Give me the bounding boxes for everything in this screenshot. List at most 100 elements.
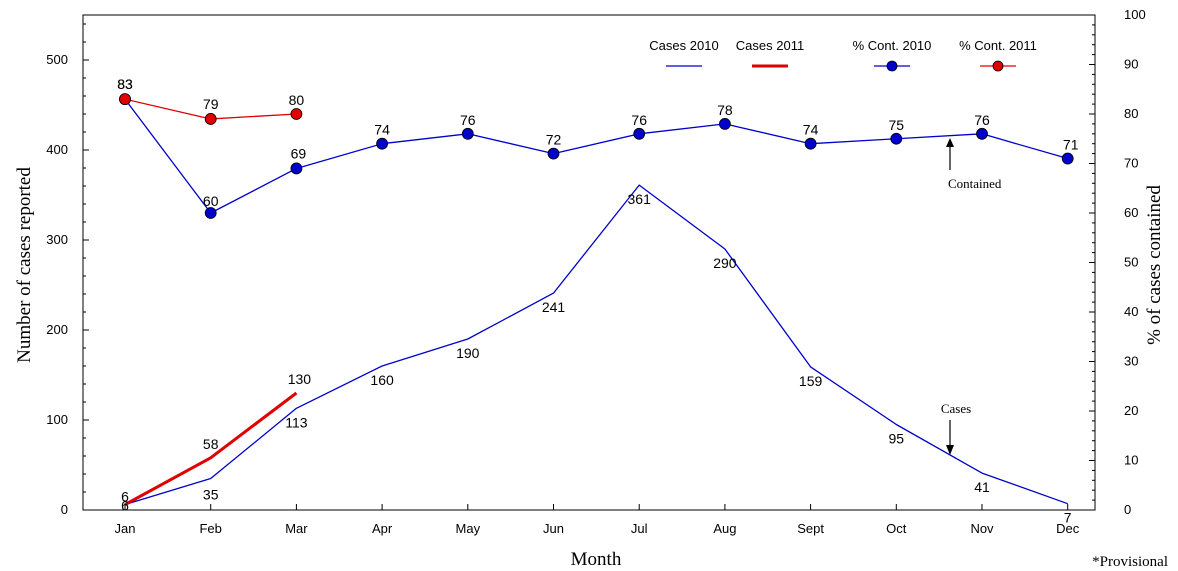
legend-swatch-marker xyxy=(886,60,898,72)
series-point--cont-2011 xyxy=(119,93,131,106)
series-point--cont-2010 xyxy=(204,207,217,219)
legend: Cases 2010 Cases 2011 % Cont. 2010 % Cont. … xyxy=(649,38,1037,72)
series-point--cont-2010 xyxy=(376,137,389,150)
data-label-cases-2011: 58 xyxy=(203,436,219,452)
right-tick-label: 90 xyxy=(1124,57,1138,72)
data-label-cont-2010: 76 xyxy=(631,112,647,128)
x-tick-label: Nov xyxy=(970,521,994,536)
right-tick-label: 10 xyxy=(1124,453,1138,468)
data-label-cases-2010: 35 xyxy=(203,487,219,503)
footnote: *Provisional xyxy=(1092,554,1168,570)
right-tick-label: 50 xyxy=(1124,255,1138,270)
series-point--cont-2011 xyxy=(204,113,217,125)
left-axis-ticks: 0 100 200 300 400 500 xyxy=(46,23,89,517)
x-tick-label: Mar xyxy=(285,521,308,536)
data-label-cont-2010: 78 xyxy=(717,102,733,118)
data-label-cases-2010: 290 xyxy=(713,255,737,271)
left-tick-label: 100 xyxy=(46,412,68,427)
legend-label: Cases 2011 xyxy=(736,38,804,53)
x-axis-ticks: Jan Feb Mar Apr May Jun Jul Aug Sept Oct Nov Dec xyxy=(115,504,1080,536)
annotation-arrowhead-cases xyxy=(946,445,954,455)
series-point--cont-2011 xyxy=(290,108,303,120)
series-point--cont-2010 xyxy=(890,132,903,145)
right-tick-label: 70 xyxy=(1124,156,1138,171)
legend-label: % Cont. 2011 xyxy=(959,38,1037,53)
data-label-cont-2010: 60 xyxy=(203,193,219,209)
series-point--cont-2010 xyxy=(633,127,646,140)
data-label-cont-2011: 79 xyxy=(203,96,219,112)
data-label-cases-2010: 241 xyxy=(542,299,566,315)
right-tick-label: 60 xyxy=(1124,205,1138,220)
data-label-cases-2010: 41 xyxy=(974,479,990,495)
data-label-cases-2010: 361 xyxy=(628,191,652,207)
annotations: Contained Cases xyxy=(941,138,1002,455)
x-tick-label: Oct xyxy=(886,521,907,536)
left-tick-label: 200 xyxy=(46,322,68,337)
annotation-contained: Contained xyxy=(948,176,1002,191)
data-label-cont-2010: 74 xyxy=(803,122,819,138)
series-point--cont-2010 xyxy=(804,137,817,150)
series-point--cont-2010 xyxy=(547,147,560,160)
left-tick-label: 500 xyxy=(46,52,68,67)
series-line-cases-2011 xyxy=(124,391,298,506)
right-tick-label: 100 xyxy=(1124,7,1146,22)
series-line-cases-2010 xyxy=(124,184,1068,506)
series-point--cont-2010 xyxy=(290,162,303,175)
x-tick-label: Jul xyxy=(631,521,648,536)
right-tick-label: 0 xyxy=(1124,502,1131,517)
legend-label: % Cont. 2010 xyxy=(853,38,932,53)
right-axis-title: % of cases contained xyxy=(1144,185,1165,345)
right-tick-label: 80 xyxy=(1124,106,1138,121)
data-label-cases-2010: 95 xyxy=(889,431,905,447)
data-label-cases-2010: 113 xyxy=(285,414,308,430)
x-tick-label: Jan xyxy=(115,521,136,536)
series-layer xyxy=(119,93,1074,506)
annotation-arrowhead-contained xyxy=(946,138,954,147)
x-tick-label: Dec xyxy=(1056,521,1080,536)
data-label-cases-2011: 130 xyxy=(288,371,312,387)
series-point--cont-2010 xyxy=(461,127,474,140)
right-axis-ticks: 0 10 20 30 40 50 60 70 80 90 100 xyxy=(1089,7,1146,517)
data-label-cases-2010: 6 xyxy=(121,489,129,505)
x-tick-label: Jun xyxy=(543,521,564,536)
data-label-cont-2010: 74 xyxy=(374,122,390,138)
right-tick-label: 20 xyxy=(1124,403,1138,418)
data-label-cases-2010: 7 xyxy=(1064,510,1072,526)
data-label-cont-2010: 83 xyxy=(117,76,133,92)
plot-frame xyxy=(82,14,1096,511)
series-point--cont-2010 xyxy=(1061,152,1074,165)
legend-label: Cases 2010 xyxy=(649,38,718,53)
x-tick-label: Aug xyxy=(713,521,736,536)
left-tick-label: 300 xyxy=(46,232,68,247)
left-axis-title: Number of cases reported xyxy=(14,167,35,363)
data-label-cases-2010: 190 xyxy=(456,345,480,361)
x-axis-title: Month xyxy=(571,549,622,570)
data-label-cases-2010: 160 xyxy=(370,372,394,388)
left-tick-label: 400 xyxy=(46,142,68,157)
x-tick-label: May xyxy=(456,521,481,536)
data-label-cont-2010: 72 xyxy=(546,132,562,148)
series-point--cont-2010 xyxy=(719,118,731,130)
data-label-cont-2011: 80 xyxy=(289,92,305,108)
axes xyxy=(82,14,1096,511)
data-label-cont-2010: 75 xyxy=(889,117,905,133)
data-label-cont-2010: 69 xyxy=(291,145,307,161)
data-labels: 6 351131601902413612901599541765813083606… xyxy=(117,76,1078,526)
annotation-cases: Cases xyxy=(941,401,971,416)
data-label-cont-2010: 76 xyxy=(974,112,990,128)
data-label-cases-2011: 6 xyxy=(121,498,129,514)
series-point--cont-2010 xyxy=(976,127,988,140)
x-tick-label: Feb xyxy=(199,521,221,536)
legend-swatch-marker xyxy=(992,60,1004,72)
left-tick-label: 0 xyxy=(61,502,68,517)
data-label-cont-2010: 76 xyxy=(460,112,476,128)
data-label-cases-2010: 159 xyxy=(799,373,823,389)
data-label-cont-2011: 83 xyxy=(117,76,133,92)
right-tick-label: 30 xyxy=(1124,354,1138,369)
series-line--cont-2010 xyxy=(124,98,1068,214)
x-tick-label: Sept xyxy=(797,521,824,536)
data-label-cont-2010: 71 xyxy=(1063,137,1079,153)
x-tick-label: Apr xyxy=(372,521,393,536)
right-tick-label: 40 xyxy=(1124,304,1138,319)
